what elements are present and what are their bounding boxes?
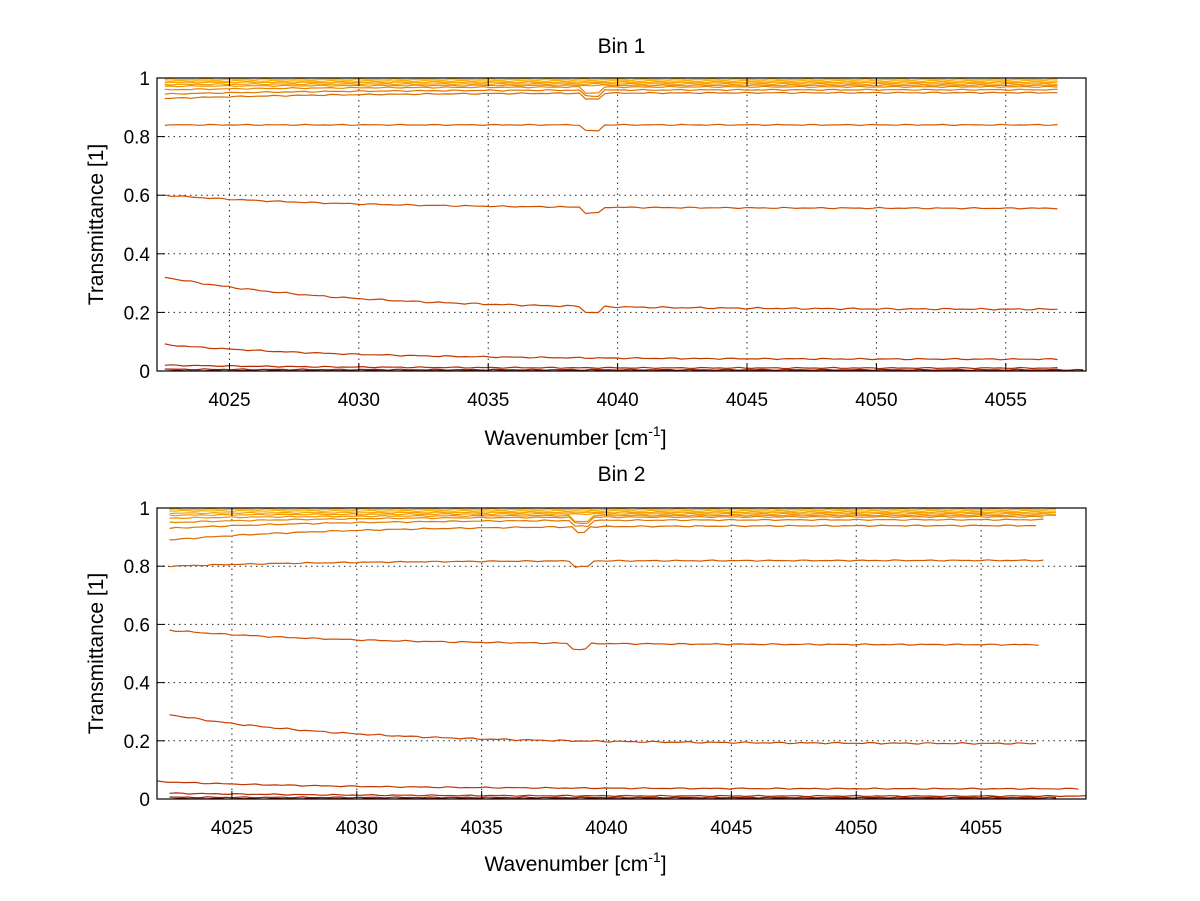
y-axis-label: Transmittance [1] [85, 144, 108, 305]
series-line-c8 [169, 524, 1037, 541]
series-line-c12 [157, 780, 1079, 790]
y-tick-label: 0.4 [124, 245, 151, 266]
panel-bin-1: Bin 1 4025 4030 4035 4040 4045 4050 4055 0 0.2 0.4… [85, 35, 1087, 450]
series-line-c10 [169, 629, 1039, 651]
x-tick-label: 4045 [710, 818, 752, 839]
x-tick-label: 4055 [985, 390, 1027, 411]
y-axis-label: Transmittance [1] [85, 573, 108, 734]
series-line-c13 [164, 364, 1058, 370]
x-tick-label: 4040 [596, 390, 638, 411]
series-line-c14 [169, 796, 1057, 799]
series-line-c10 [164, 194, 1058, 215]
series-line-c9 [164, 123, 1058, 132]
series-line-c6 [169, 515, 1044, 525]
y-tick-label: 0 [139, 362, 150, 383]
x-axis-label: Wavenumber [cm-1] [484, 423, 666, 450]
series-line-c2 [164, 79, 1058, 83]
y-tick-label: 0.8 [124, 557, 150, 578]
x-tick-label: 4040 [585, 818, 627, 839]
series-line-c6 [164, 85, 1058, 94]
y-tick-label: 1 [139, 499, 150, 520]
y-tick-label: 0.6 [124, 615, 150, 636]
x-tick-label: 4050 [835, 818, 877, 839]
y-tick-label: 0.4 [124, 674, 151, 695]
x-tick-label: 4050 [855, 390, 897, 411]
series-line-c13 [169, 792, 1086, 798]
series-group [164, 78, 1084, 371]
series-line-c12 [164, 343, 1058, 361]
series-line-c11 [169, 714, 1037, 745]
series-line-c3 [169, 511, 1057, 515]
x-tick-label: 4035 [461, 818, 503, 839]
series-line-c11 [164, 276, 1058, 314]
series-line-c7 [164, 88, 1058, 97]
x-axis-label: Wavenumber [cm-1] [484, 849, 666, 876]
series-line-c9 [169, 559, 1044, 568]
x-tick-label: 4025 [211, 818, 253, 839]
panel-bin-2: Bin 2 4025 4030 4035 4040 4045 4050 4055 0 0.2 0.4… [85, 463, 1087, 876]
axes-frame [156, 507, 1087, 800]
y-tick-label: 1 [139, 69, 150, 90]
y-tick-label: 0.2 [124, 732, 150, 753]
y-tick-label: 0.2 [124, 303, 150, 324]
x-tick-label: 4025 [208, 390, 250, 411]
series-line-c1 [169, 508, 1056, 511]
series-line-c5 [164, 84, 1058, 88]
x-tick-label: 4030 [338, 390, 380, 411]
series-line-c3 [164, 81, 1058, 84]
y-tick-label: 0.8 [124, 128, 150, 149]
x-tick-label: 4035 [467, 390, 509, 411]
series-group [157, 508, 1086, 799]
series-line-c1 [164, 78, 1058, 81]
y-tick-label: 0 [139, 790, 150, 811]
axes-frame [156, 77, 1087, 372]
chart-title: Bin 1 [598, 35, 646, 58]
chart-title: Bin 2 [598, 463, 646, 486]
x-tick-label: 4045 [726, 390, 768, 411]
series-line-c2 [169, 509, 1057, 513]
x-tick-label: 4055 [960, 818, 1002, 839]
series-line-c4 [169, 512, 1057, 517]
series-line-c8 [164, 91, 1058, 100]
x-tick-label: 4030 [336, 818, 378, 839]
series-line-c5 [169, 514, 1057, 523]
y-tick-label: 0.6 [124, 186, 150, 207]
series-line-c7 [169, 518, 1044, 530]
series-line-c4 [164, 82, 1058, 86]
